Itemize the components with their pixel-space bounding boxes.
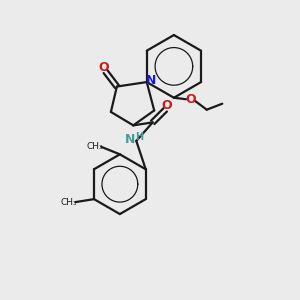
Text: CH₃: CH₃: [86, 142, 103, 151]
Text: O: O: [161, 100, 172, 112]
Text: N: N: [146, 74, 156, 87]
Text: O: O: [99, 61, 109, 74]
Text: O: O: [185, 93, 196, 106]
Text: H: H: [135, 132, 143, 142]
Text: N: N: [124, 133, 135, 146]
Text: CH₃: CH₃: [61, 198, 77, 207]
